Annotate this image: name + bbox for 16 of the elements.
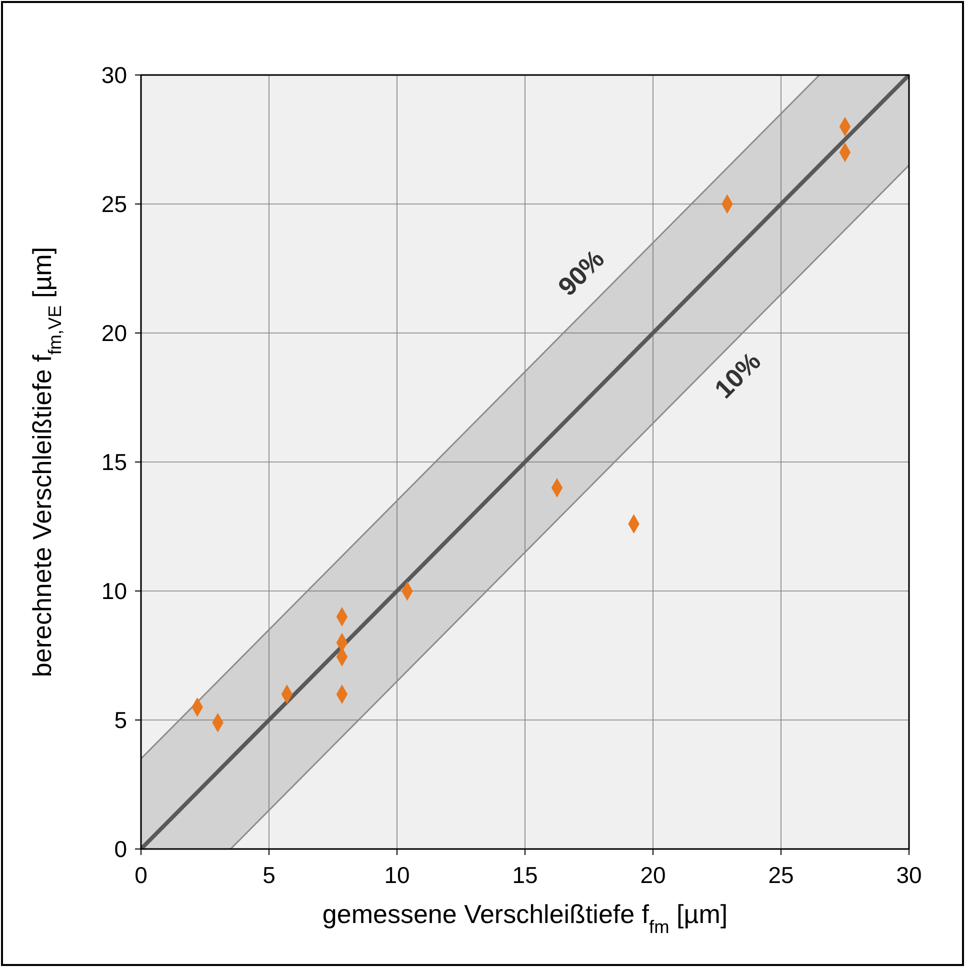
annotation: 90% — [552, 244, 610, 302]
y-tick-label: 5 — [114, 707, 127, 734]
y-tick-label: 0 — [114, 836, 127, 862]
x-tick-label: 0 — [134, 862, 148, 888]
y-tick-label: 20 — [101, 320, 127, 346]
y-tick-label: 30 — [101, 62, 127, 88]
x-tick-label: 20 — [640, 862, 666, 888]
x-tick-label: 10 — [384, 862, 410, 888]
x-tick-label: 5 — [262, 862, 276, 888]
y-tick-label: 25 — [101, 191, 127, 218]
x-tick-label: 30 — [896, 862, 922, 888]
x-tick-label: 25 — [768, 862, 794, 888]
y-tick-label: 10 — [101, 578, 127, 604]
x-tick-label: 15 — [512, 862, 538, 888]
y-tick-label: 15 — [101, 449, 127, 476]
x-axis-title: gemessene Verschleißtiefe f$_{fm}$ [µm] — [322, 899, 728, 937]
